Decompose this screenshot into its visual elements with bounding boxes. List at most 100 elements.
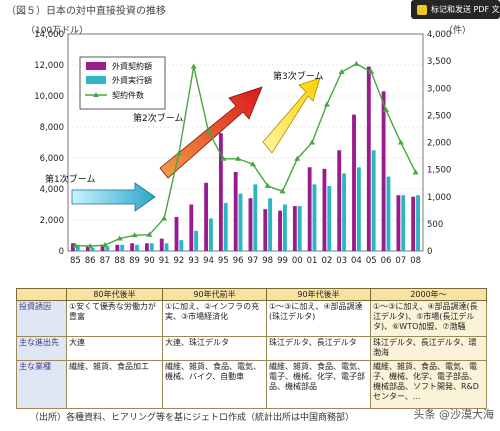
contract-value-bar: [204, 182, 209, 251]
boom3-arrow: [262, 77, 321, 154]
row-label: 主な業種: [16, 360, 67, 409]
actual-value-bar: [401, 195, 406, 251]
actual-value-bar: [268, 198, 273, 251]
row-label: 投資誘因: [16, 300, 67, 337]
contract-value-bar: [115, 244, 120, 251]
x-tick-label: 88: [114, 256, 125, 266]
table-cell: 繊維、雑貨、食品、電気、機械、バイク、自動車: [162, 360, 267, 409]
x-tick-label: 90: [144, 256, 155, 266]
x-tick-label: 92: [174, 256, 185, 266]
contract-cases-point: [175, 150, 182, 156]
contract-cases-point: [235, 155, 242, 161]
contract-cases-point: [131, 232, 138, 238]
actual-value-bar: [386, 176, 391, 251]
contract-value-bar: [396, 195, 401, 251]
actual-value-bar: [179, 240, 184, 251]
x-tick-label: 91: [159, 256, 170, 266]
x-tick-label: 95: [218, 256, 229, 266]
contract-value-bar: [322, 168, 327, 251]
x-tick-label: 96: [233, 256, 244, 266]
pdf-send-button[interactable]: 标记和发送 PDF 文档: [411, 0, 500, 19]
actual-value-bar: [238, 193, 243, 251]
contract-cases-point: [220, 155, 227, 161]
contract-value-bar: [263, 209, 268, 251]
table-row: 主な進出先 大連 大連、珠江デルタ 珠江デルタ、長江デルタ 珠江デルタ、長江デル…: [16, 336, 487, 361]
right-tick-label: 2,000: [427, 139, 451, 149]
watermark: 头条 @沙漠大海: [413, 408, 495, 421]
actual-value-bar: [149, 243, 154, 251]
contract-cases-point: [338, 68, 345, 74]
contract-value-bar: [233, 171, 238, 251]
contract-value-bar: [145, 243, 149, 251]
investment-factors-table: 80年代後半 90年代前半 90年代後半 2000年〜 投資誘因 ①安くて優秀な…: [16, 288, 487, 409]
contract-cases-point: [205, 128, 212, 134]
contract-value-bar: [337, 150, 342, 251]
actual-value-bar: [297, 206, 302, 251]
x-tick-label: 05: [366, 256, 377, 266]
boom3-label: 第3次ブーム: [273, 70, 323, 82]
table-row: 主な業種 繊維、雑貨、食品加工 繊維、雑貨、食品、電気、機械、バイク、自動車 繊…: [16, 360, 487, 409]
table-header-cell: 90年代前半: [162, 288, 267, 301]
contract-cases-point: [87, 243, 94, 249]
actual-value-bar: [342, 173, 346, 251]
contract-cases-point: [353, 60, 360, 66]
contract-cases-point: [309, 139, 316, 145]
table-cell: 珠江デルタ、長江デルタ: [266, 336, 371, 361]
legend-marker-cases: [93, 92, 99, 97]
actual-value-bar: [75, 246, 80, 251]
table-cell: 大連、珠江デルタ: [162, 336, 267, 361]
right-tick-label: 1,500: [427, 166, 451, 176]
table-cell: ①〜③に加え、④部品調達(長江デルタ)、⑤市場(長江デルタ)、⑥WTO加盟、⑦渤…: [370, 300, 487, 337]
table-cell: 繊維、雑貨、食品加工: [66, 360, 163, 409]
right-tick-label: 3,500: [427, 57, 451, 67]
x-tick-label: 00: [292, 256, 303, 266]
figure-title: （図５）日本の対中直接投資の推移: [6, 6, 166, 17]
contract-cases-point: [412, 169, 419, 175]
contract-cases-point: [279, 188, 286, 194]
left-tick-label: 6,000: [40, 154, 64, 164]
x-tick-label: 87: [100, 256, 111, 266]
contract-value-bar: [130, 243, 135, 251]
contract-value-bar: [411, 196, 416, 251]
row-label: 主な進出先: [16, 336, 67, 361]
right-tick-label: 3,000: [427, 84, 451, 94]
source-note: （出所）各種資料、ヒアリング等を基にジェトロ作成（統計出所は中国商務部）: [30, 413, 355, 423]
right-tick-label: 500: [427, 220, 443, 230]
contract-cases-point: [190, 63, 197, 69]
pdf-icon: [417, 4, 427, 15]
actual-value-bar: [282, 204, 287, 251]
table-cell: 繊維、雑貨、食品、電気、電子、機械、化学、電子部品、機械部品: [266, 360, 371, 409]
boom1-arrow: [71, 182, 156, 212]
contract-value-bar: [100, 244, 105, 251]
table-header-cell: 80年代後半: [66, 288, 163, 301]
right-tick-label: 2,500: [427, 111, 451, 121]
contract-cases-point: [116, 235, 123, 241]
contract-value-bar: [189, 204, 194, 251]
legend-label-actual: 外資実行額: [112, 75, 152, 85]
contract-value-bar: [381, 91, 386, 251]
left-axis-unit: （100万ドル）: [26, 26, 89, 36]
contract-cases-point: [397, 139, 404, 145]
right-axis-unit: （件）: [444, 26, 472, 36]
contract-value-bar: [352, 114, 356, 251]
x-tick-label: 86: [85, 256, 96, 266]
contract-value-bar: [278, 210, 282, 251]
actual-value-bar: [194, 230, 199, 251]
x-tick-label: 01: [307, 256, 318, 266]
x-tick-label: 97: [247, 256, 258, 266]
chart-legend: 外資契約額 外資実行額 契約件数: [79, 56, 166, 110]
left-tick-label: 4,000: [40, 185, 64, 195]
plot-frame: [67, 33, 424, 252]
actual-value-bar: [164, 243, 169, 251]
contract-value-bar: [366, 66, 371, 251]
contract-value-bar: [85, 246, 90, 251]
left-tick-label: 8,000: [40, 123, 64, 133]
contract-value-bar: [174, 216, 179, 251]
contract-cases-point: [383, 106, 390, 112]
x-tick-label: 04: [351, 256, 362, 266]
table-header-cell: 2000年〜: [370, 288, 487, 301]
contract-cases-point: [161, 215, 168, 221]
table-row: 投資誘因 ①安くて優秀な労働力が豊富 ①に加え、②インフラの充実、③市場経済化 …: [16, 300, 487, 337]
contract-cases-point: [264, 182, 271, 188]
table-cell: 珠江デルタ、長江デルタ、環渤海: [370, 336, 487, 361]
